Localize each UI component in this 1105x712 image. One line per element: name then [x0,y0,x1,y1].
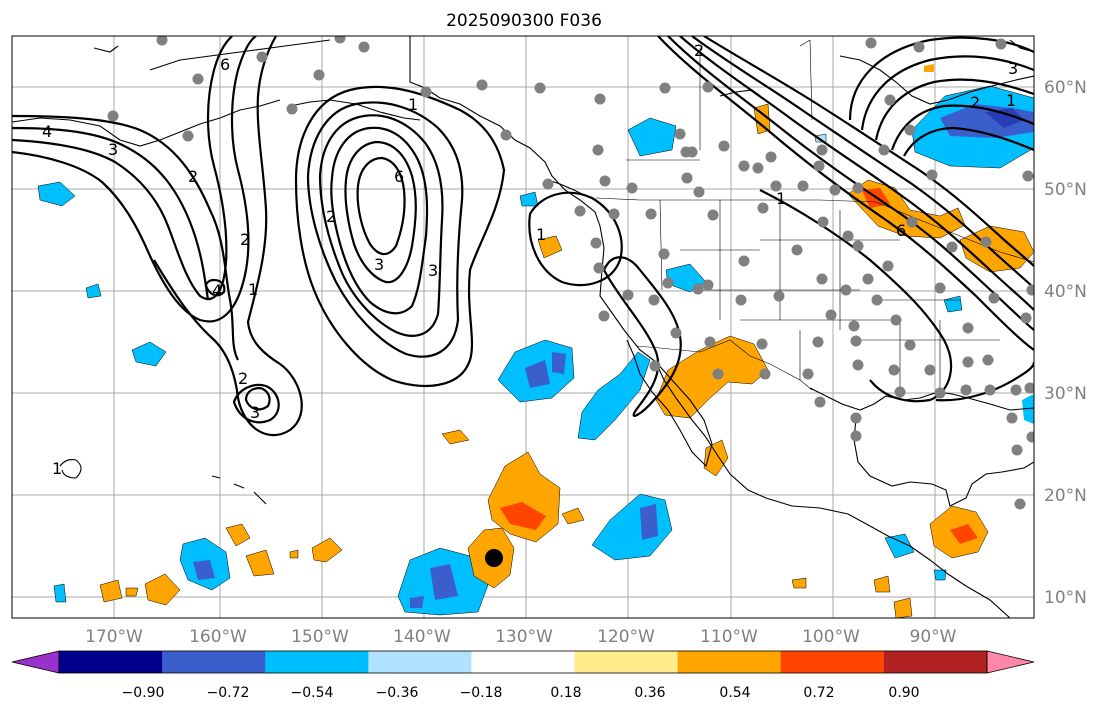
colorbar-segment [780,651,885,673]
longitude-label: 140°W [393,627,451,647]
contour-label: 4 [42,122,52,141]
contour-label: 1 [52,459,62,478]
latitude-label: 30°N [1044,384,1087,404]
latitude-label: 40°N [1044,282,1087,302]
latitude-label: 20°N [1044,486,1087,506]
colorbar [11,650,1035,674]
contour-label: 2 [188,167,198,186]
contour-lines [12,36,1034,437]
colorbar-tick-label: −0.36 [376,685,419,701]
longitude-label: 120°W [597,627,655,647]
contour-label-layer: 4 3 2 1 1 2 3 4 6 1 2 3 1 6 2 1 3 2 1 6 … [42,41,1018,478]
political-borders [409,36,1034,400]
contour-label: 2 [240,230,250,249]
colorbar-segment [368,651,472,673]
contour-label: 2 [326,207,336,226]
colorbar-segment [162,651,266,673]
colorbar-segment [574,651,679,673]
contour-label: 2 [970,93,980,112]
contour-label: 1 [776,189,786,208]
contour-label: 3 [374,255,384,274]
latitude-label: 10°N [1044,588,1087,608]
storm-center-marker [485,549,503,567]
colorbar-segment [265,651,369,673]
latitude-label: 50°N [1044,180,1087,200]
colorbar-segment [883,651,988,673]
plot-frame [11,35,1035,619]
contour-label: 2 [238,369,248,388]
colorbar-extension-low [11,650,60,674]
contour-label: 1 [248,280,258,299]
longitude-axis: 170°W 160°W 150°W 140°W 130°W 120°W 110°… [85,627,957,647]
colorbar-segment [471,651,576,673]
contour-label: 3 [1008,59,1018,78]
contour-label: 4 [212,281,222,300]
colorbar-tick-label: 0.54 [719,685,750,701]
colorbar-segment [677,651,782,673]
colorbar-tick-label: −0.54 [291,685,334,701]
station-markers [107,36,1034,510]
map-title: 2025090300 F036 [446,11,602,31]
longitude-label: 100°W [802,627,860,647]
colorbar-segment [59,651,163,673]
colorbar-tick-label: 0.72 [803,685,834,701]
contour-label: 2 [694,41,704,60]
contour-label: 3 [250,403,260,422]
longitude-label: 130°W [495,627,553,647]
colorbar-tick-labels: −0.90 −0.72 −0.54 −0.36 −0.18 0.18 0.36 … [122,685,920,701]
contour-label: 3 [428,261,438,280]
shaded-anomalies [37,64,1034,618]
longitude-label: 90°W [910,627,957,647]
latitude-label: 60°N [1044,78,1087,98]
colorbar-extension-high [986,650,1035,674]
contour-label: 1 [1006,91,1016,110]
contour-label: 6 [394,167,404,186]
colorbar-tick-label: −0.90 [122,685,165,701]
contour-label: 6 [220,55,230,74]
colorbar-tick-label: −0.72 [207,685,250,701]
contour-label: 6 [896,221,906,240]
longitude-label: 150°W [291,627,349,647]
latitude-axis: 60°N 50°N 40°N 30°N 20°N 10°N [1044,78,1087,608]
longitude-label: 160°W [189,627,247,647]
colorbar-tick-label: 0.36 [634,685,665,701]
colorbar-tick-label: 0.90 [888,685,919,701]
longitude-label: 170°W [85,627,143,647]
colorbar-tick-label: −0.18 [460,685,503,701]
colorbar-tick-label: 0.18 [550,685,581,701]
contour-label: 1 [536,225,546,244]
contour-label: 1 [408,95,418,114]
contour-label: 3 [108,140,118,159]
longitude-label: 110°W [700,627,758,647]
colorbar-frame [58,650,988,674]
plot-area: 4 3 2 1 1 2 3 4 6 1 2 3 1 6 2 1 3 2 1 6 … [12,36,1034,618]
